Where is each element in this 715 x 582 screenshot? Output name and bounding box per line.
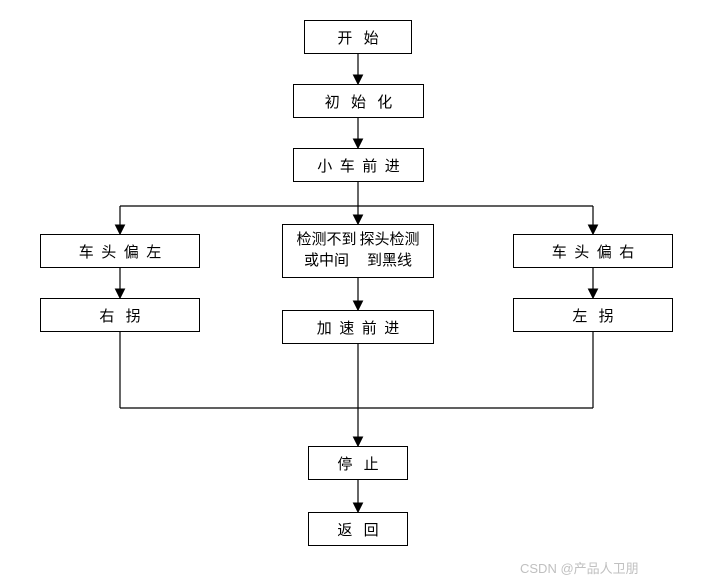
- node-forward-label: 小 车 前 进: [317, 155, 400, 176]
- node-init-label: 初 始 化: [325, 91, 393, 112]
- node-turn-right-label: 右 拐: [99, 305, 140, 326]
- node-start: 开 始: [304, 20, 412, 54]
- node-return: 返 回: [308, 512, 408, 546]
- node-speed-up-label: 加 速 前 进: [317, 317, 400, 338]
- watermark-text: CSDN @产品人卫朋: [520, 561, 639, 576]
- node-stop-label: 停 止: [337, 453, 378, 474]
- node-detect-line1: 检测不到或中间: [295, 230, 358, 272]
- node-head-left: 车 头 偏 左: [40, 234, 200, 268]
- node-turn-right: 右 拐: [40, 298, 200, 332]
- node-start-label: 开 始: [337, 27, 378, 48]
- node-return-label: 返 回: [337, 519, 378, 540]
- node-head-left-label: 车 头 偏 左: [79, 241, 162, 262]
- node-head-right: 车 头 偏 右: [513, 234, 673, 268]
- node-speed-up: 加 速 前 进: [282, 310, 434, 344]
- node-turn-left-label: 左 拐: [572, 305, 613, 326]
- node-init: 初 始 化: [293, 84, 424, 118]
- node-detect: 检测不到或中间探头检测到黑线: [282, 224, 434, 278]
- node-forward: 小 车 前 进: [293, 148, 424, 182]
- node-stop: 停 止: [308, 446, 408, 480]
- node-turn-left: 左 拐: [513, 298, 673, 332]
- node-head-right-label: 车 头 偏 右: [552, 241, 635, 262]
- node-detect-line2: 探头检测到黑线: [358, 230, 421, 272]
- watermark: CSDN @产品人卫朋: [520, 558, 639, 577]
